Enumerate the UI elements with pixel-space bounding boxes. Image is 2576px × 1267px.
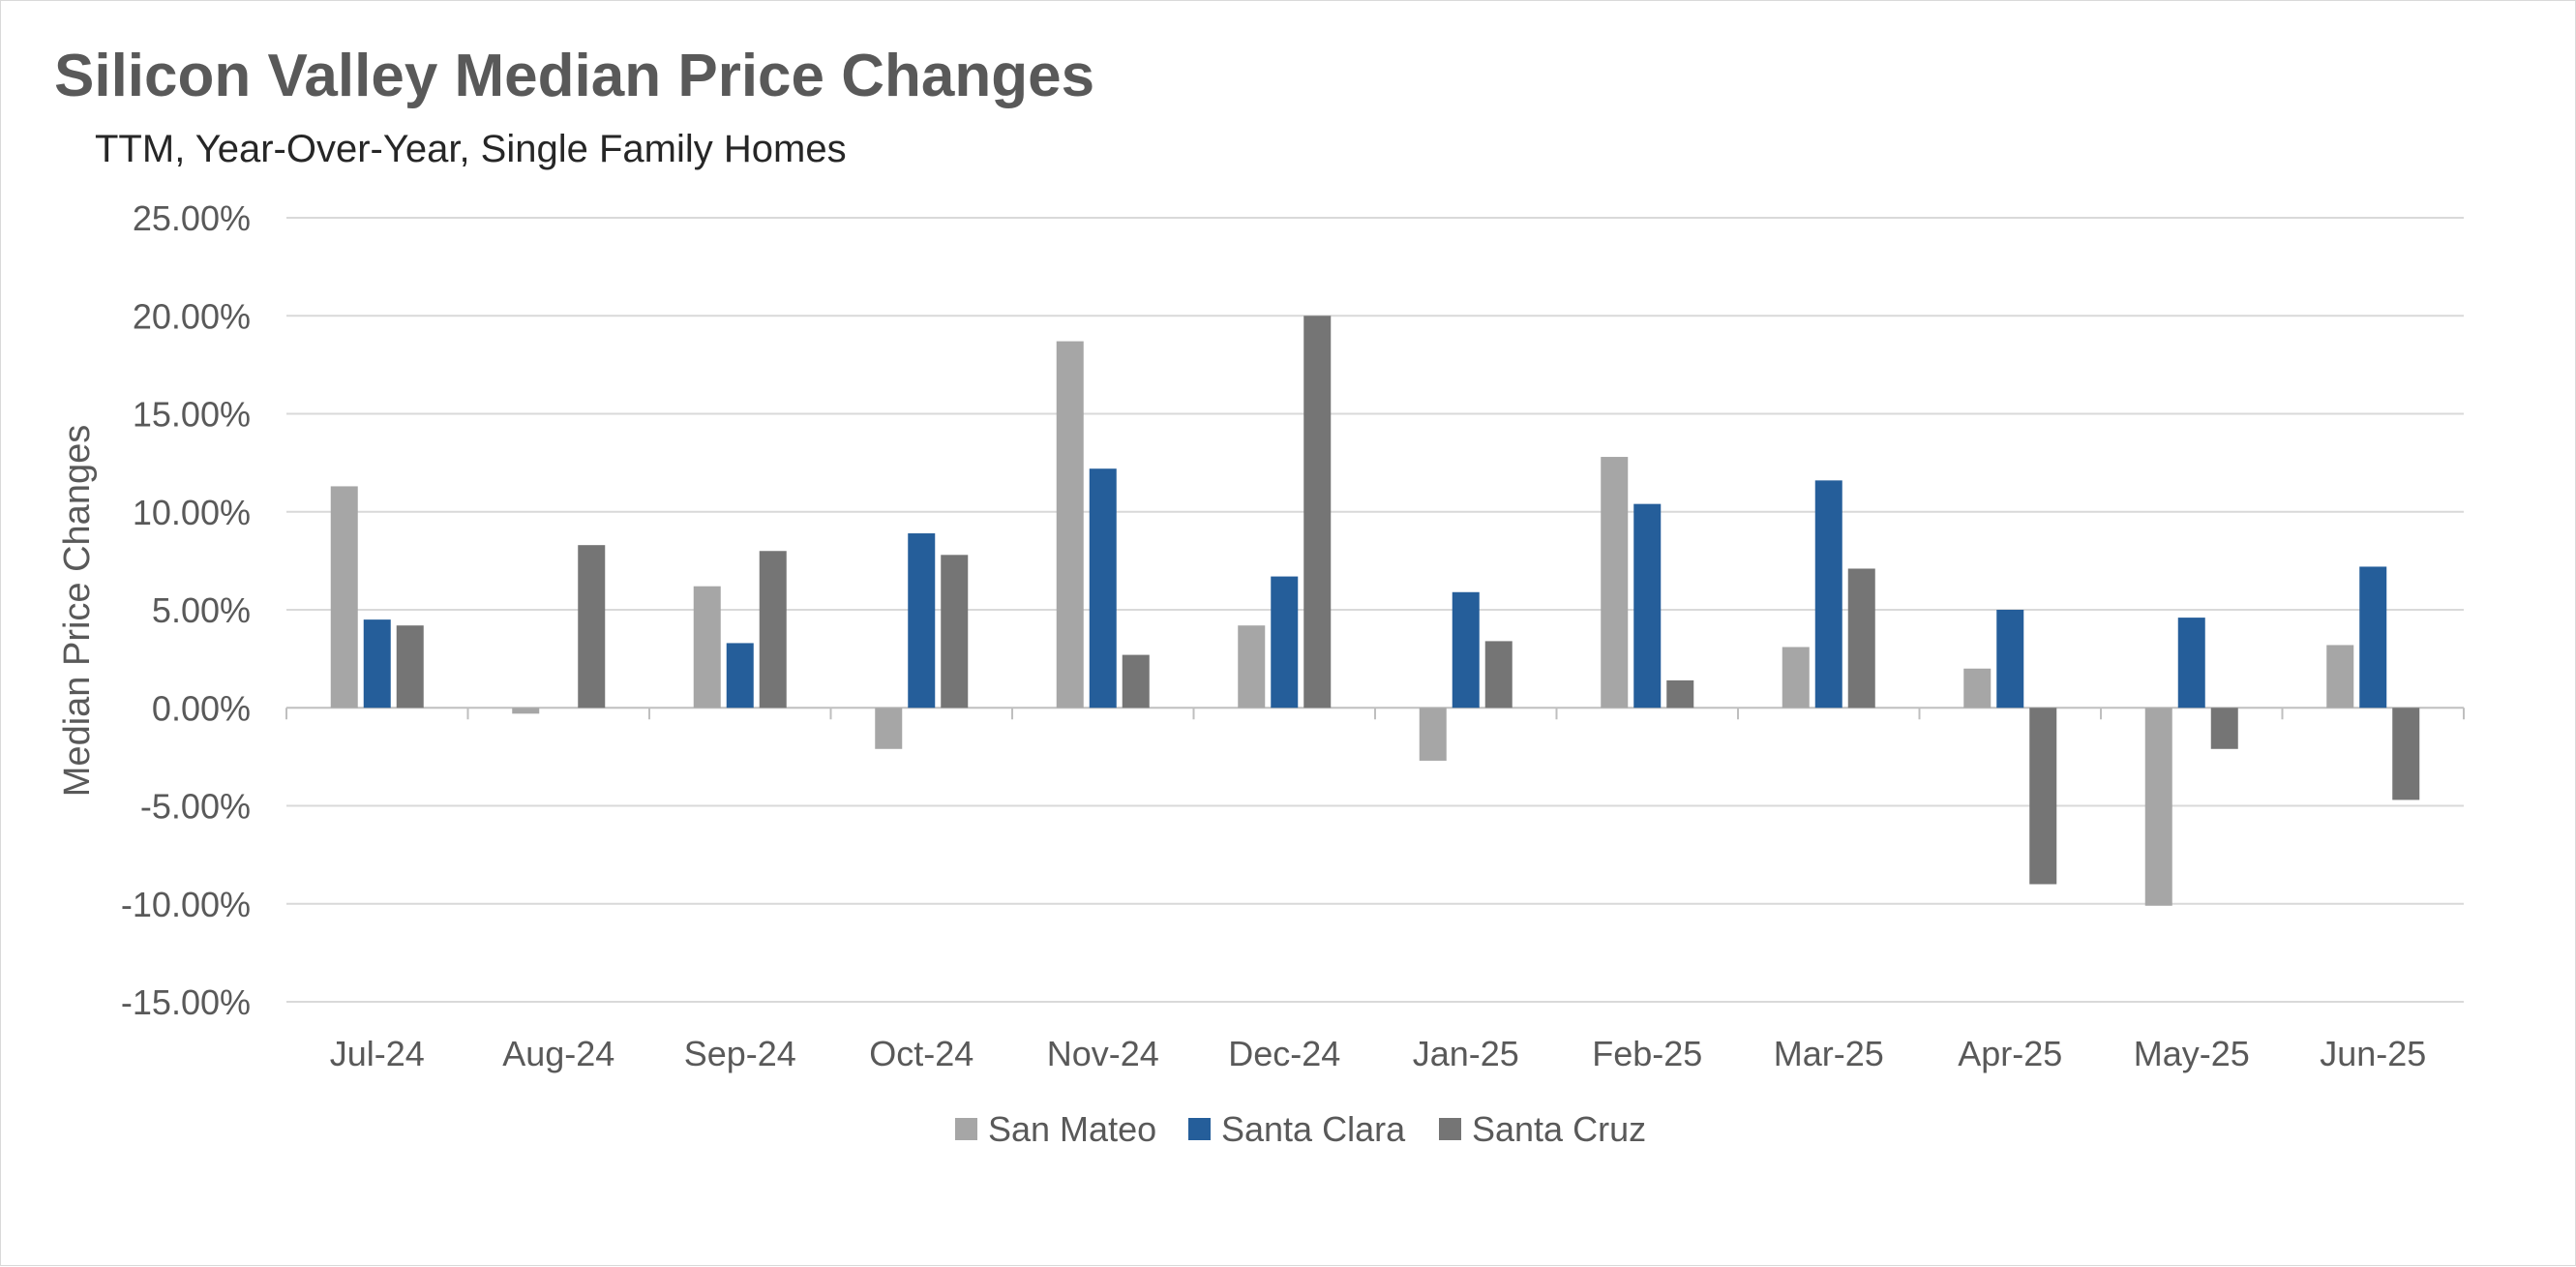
bar-san-mateo-feb-25 xyxy=(1601,457,1629,709)
bar-santa-cruz-mar-25 xyxy=(1847,568,1875,709)
x-tick-label: Dec-24 xyxy=(1228,1034,1340,1073)
legend-swatch xyxy=(955,1118,977,1140)
y-axis-title: Median Price Changes xyxy=(57,425,98,797)
x-tick-label: Jul-24 xyxy=(330,1034,425,1073)
bars xyxy=(330,316,2420,906)
chart-title: Silicon Valley Median Price Changes xyxy=(54,43,1094,109)
bar-santa-cruz-may-25 xyxy=(2210,708,2238,749)
bar-santa-clara-jun-25 xyxy=(2359,566,2387,709)
x-tick-label: Apr-25 xyxy=(1958,1034,2062,1073)
y-tick-label: 20.00% xyxy=(133,296,251,336)
bar-santa-cruz-oct-24 xyxy=(941,555,969,709)
x-tick-label: Nov-24 xyxy=(1047,1034,1159,1073)
y-tick-label: 25.00% xyxy=(133,198,251,238)
bar-santa-clara-mar-25 xyxy=(1814,480,1842,709)
y-tick-label: -5.00% xyxy=(140,787,251,827)
legend-label: San Mateo xyxy=(988,1109,1156,1149)
x-tick-label: Feb-25 xyxy=(1592,1034,1702,1073)
legend-swatch xyxy=(1439,1118,1461,1140)
category-axis xyxy=(285,707,2465,720)
y-tick-label: -10.00% xyxy=(121,885,251,924)
bar-san-mateo-apr-25 xyxy=(1963,668,1992,709)
bar-santa-clara-may-25 xyxy=(2177,618,2205,709)
y-tick-label: 15.00% xyxy=(133,395,251,435)
bar-santa-cruz-jan-25 xyxy=(1484,641,1513,709)
legend-swatch xyxy=(1188,1118,1211,1140)
legend: San Mateo Santa Clara Santa Cruz xyxy=(955,1109,1646,1149)
bar-santa-cruz-nov-24 xyxy=(1122,654,1150,709)
y-axis-tick-labels: 25.00% 20.00% 15.00% 10.00% 5.00% 0.00% -5.00%… xyxy=(121,198,251,1022)
bar-san-mateo-nov-24 xyxy=(1056,341,1084,709)
bar-san-mateo-oct-24 xyxy=(875,708,903,749)
bar-santa-clara-jan-25 xyxy=(1452,591,1480,709)
bar-san-mateo-may-25 xyxy=(2144,708,2172,906)
bar-san-mateo-mar-25 xyxy=(1782,647,1810,709)
gridlines xyxy=(286,217,2464,1003)
y-tick-label: 5.00% xyxy=(152,590,251,630)
bar-santa-cruz-aug-24 xyxy=(578,545,606,709)
y-tick-label: -15.00% xyxy=(121,982,251,1022)
bar-santa-clara-nov-24 xyxy=(1089,468,1117,709)
bar-san-mateo-jul-24 xyxy=(330,486,358,709)
bar-santa-clara-apr-25 xyxy=(1996,610,2024,709)
x-tick-label: Sep-24 xyxy=(684,1034,796,1073)
x-tick-label: Jan-25 xyxy=(1413,1034,1519,1073)
bar-santa-clara-dec-24 xyxy=(1271,576,1299,709)
x-tick-label: Mar-25 xyxy=(1774,1034,1884,1073)
x-tick-label: May-25 xyxy=(2134,1034,2250,1073)
bar-santa-cruz-jul-24 xyxy=(396,625,424,709)
bar-santa-cruz-sep-24 xyxy=(759,551,787,709)
chart-subtitle: TTM, Year-Over-Year, Single Family Homes xyxy=(95,128,847,170)
bar-san-mateo-aug-24 xyxy=(512,708,540,714)
bar-santa-cruz-apr-25 xyxy=(2029,708,2057,885)
x-tick-label: Aug-24 xyxy=(502,1034,614,1073)
bar-santa-clara-sep-24 xyxy=(726,643,754,709)
x-tick-label: Oct-24 xyxy=(869,1034,973,1073)
bar-san-mateo-jan-25 xyxy=(1419,708,1447,761)
bar-san-mateo-dec-24 xyxy=(1238,625,1266,709)
legend-label: Santa Cruz xyxy=(1472,1109,1646,1149)
legend-label: Santa Clara xyxy=(1221,1109,1406,1149)
x-tick-label: Jun-25 xyxy=(2320,1034,2426,1073)
x-axis-tick-labels: Jul-24 Aug-24 Sep-24 Oct-24 Nov-24 Dec-24 Jan-… xyxy=(330,1034,2427,1073)
bar-santa-clara-feb-25 xyxy=(1633,503,1662,709)
bar-santa-clara-jul-24 xyxy=(363,619,391,709)
bar-san-mateo-jun-25 xyxy=(2326,645,2354,709)
bar-santa-clara-oct-24 xyxy=(908,533,936,709)
bar-santa-cruz-dec-24 xyxy=(1303,316,1332,709)
y-tick-label: 10.00% xyxy=(133,493,251,532)
y-tick-label: 0.00% xyxy=(152,688,251,728)
bar-santa-cruz-feb-25 xyxy=(1666,679,1694,709)
bar-santa-cruz-jun-25 xyxy=(2392,708,2420,800)
bar-san-mateo-sep-24 xyxy=(693,586,721,709)
